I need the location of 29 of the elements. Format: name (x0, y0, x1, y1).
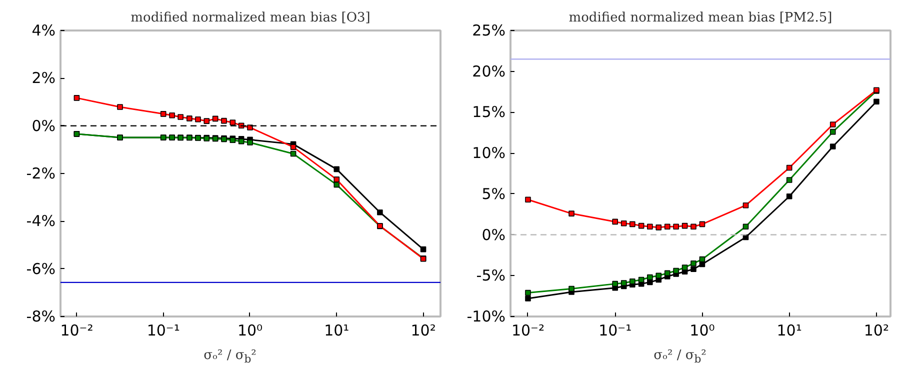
y-tick-label: 5% (482, 184, 506, 203)
y-tick-label: 15% (472, 103, 506, 122)
y-tick-label: 2% (32, 69, 56, 88)
chart-title: modified normalized mean bias [O3] (130, 10, 370, 26)
x-axis-title: σₒ² / σ$_{b}$² (204, 347, 256, 368)
y-tick-label: -5% (476, 266, 506, 285)
y-tick-label: 0% (482, 226, 506, 244)
y-tick-label: -10% (466, 308, 506, 326)
x-tick-label: 10⁻² (511, 322, 545, 340)
y-tick-label: -8% (26, 308, 56, 326)
y-tick-label: 25% (472, 22, 506, 40)
y-tick-label: 20% (472, 62, 506, 80)
x-tick-label: 10⁻¹ (146, 322, 180, 340)
y-tick-label: -6% (26, 260, 56, 278)
y-tick-label: 10% (472, 144, 506, 162)
chart-title: modified normalized mean bias [PM2.5] (568, 10, 832, 26)
x-tick-label: 10⁰ (237, 322, 263, 340)
x-tick-label: 10⁻¹ (598, 322, 632, 340)
x-tick-label: 10¹ (776, 322, 802, 340)
x-tick-label: 10¹ (324, 322, 350, 340)
x-tick-label: 10⁰ (690, 322, 715, 340)
y-tick-label: 0% (32, 116, 56, 135)
x-tick-label: 10² (410, 322, 436, 340)
x-tick-label: 10⁻² (60, 322, 94, 340)
y-tick-label: 4% (32, 22, 56, 40)
y-tick-label: -4% (26, 212, 56, 230)
x-tick-label: 10² (864, 322, 889, 340)
x-axis-title: σₒ² / σ$_{b}$² (654, 347, 706, 368)
y-tick-label: -2% (26, 164, 56, 182)
